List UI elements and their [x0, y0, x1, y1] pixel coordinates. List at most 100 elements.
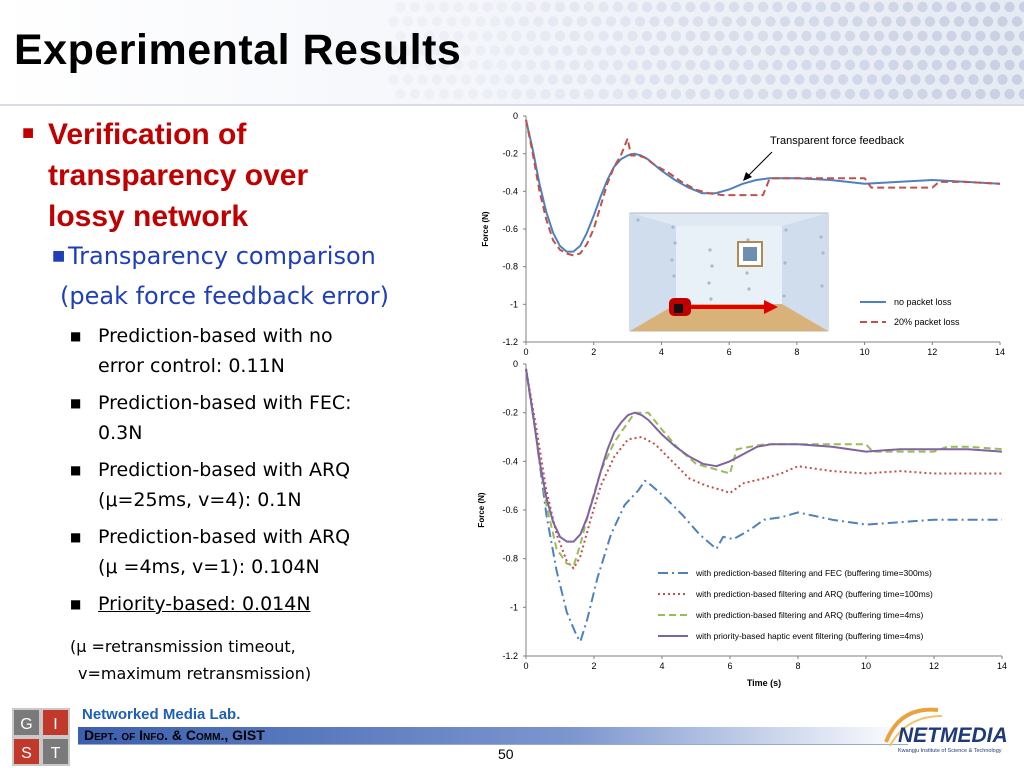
pattern-dot	[685, 59, 696, 71]
pattern-dot	[830, 88, 841, 100]
pattern-dot	[460, 16, 472, 27]
series-line	[525, 368, 1002, 570]
x-tick-label: 8	[795, 661, 800, 671]
pattern-dot	[960, 30, 972, 42]
list-item: ■ Prediction-based with no error control…	[70, 321, 472, 381]
legend-label: with prediction-based filtering and ARQ …	[695, 610, 923, 620]
pattern-dot	[924, 16, 936, 27]
pattern-dot	[844, 30, 856, 42]
bullet-main-line: transparency over	[48, 159, 309, 192]
wallpaper-dot	[747, 287, 751, 291]
pattern-dot	[409, 1, 421, 13]
pattern-dot	[453, 88, 464, 100]
list-item: ■ Prediction-based with FEC: 0.3N	[70, 388, 472, 448]
pattern-dot	[924, 45, 936, 56]
pattern-dot	[844, 59, 856, 71]
list-item-line: Prediction-based with no	[98, 325, 333, 347]
gist-logo: G I S T	[12, 708, 70, 766]
bullet-list: ■ Verification of transparency over loss…	[22, 114, 472, 687]
pattern-dot	[736, 74, 747, 85]
pattern-dot	[707, 16, 718, 27]
pattern-dot	[830, 1, 841, 13]
x-tick-label: 2	[591, 661, 596, 671]
pattern-dot	[982, 16, 994, 27]
footer-bar	[78, 727, 908, 744]
pattern-dot	[518, 74, 530, 85]
room-back-wall	[676, 226, 782, 304]
pattern-dot	[982, 45, 994, 56]
series-line	[525, 368, 1003, 567]
bullet-sub: ■ Transparency comparison	[52, 239, 472, 273]
pattern-dot	[569, 1, 580, 13]
pattern-dot	[504, 74, 515, 85]
pattern-dot	[395, 88, 406, 100]
pattern-dot	[881, 16, 892, 27]
pattern-dot	[852, 16, 863, 27]
pattern-dot	[989, 88, 1001, 100]
pattern-dot	[591, 74, 602, 85]
pattern-dot	[656, 88, 667, 100]
pattern-dot	[888, 59, 899, 71]
pattern-dot	[547, 45, 559, 56]
pattern-dot	[467, 1, 479, 13]
pattern-dot	[1018, 30, 1024, 42]
department-name: Dept. of Info. & Comm., GIST	[84, 727, 265, 743]
pattern-dot	[815, 88, 827, 100]
pattern-dot	[395, 59, 406, 71]
chart-comparison: 0 -0.2 -0.4 -0.6 -0.8 -1 -1.2 0 2 4 6 8 10 12 14 Force …	[477, 359, 1007, 688]
list-item-line: (μ =4ms, v=1): 0.104N	[98, 556, 320, 578]
pattern-dot	[518, 45, 530, 56]
pattern-dot	[1018, 59, 1024, 71]
pattern-dot	[895, 45, 907, 56]
pattern-dot	[598, 59, 609, 71]
pattern-dot	[953, 16, 965, 27]
pattern-dot	[801, 59, 812, 71]
pattern-dot	[649, 45, 660, 56]
pattern-dot	[634, 45, 646, 56]
wallpaper-dot	[782, 294, 786, 298]
pattern-dot	[431, 16, 443, 27]
pattern-dot	[388, 16, 399, 27]
pattern-dot	[757, 88, 769, 100]
pattern-dot	[649, 16, 660, 27]
pattern-dot	[830, 59, 841, 71]
pattern-dot	[902, 88, 914, 100]
pattern-dot	[540, 1, 551, 13]
pattern-dot	[968, 16, 979, 27]
pattern-dot	[424, 59, 435, 71]
pattern-dot	[728, 59, 740, 71]
pattern-dot	[533, 16, 544, 27]
pattern-dot	[801, 30, 812, 42]
pattern-dot	[402, 16, 414, 27]
square-bullet-icon: ■	[70, 530, 82, 544]
pattern-dot	[910, 16, 921, 27]
pattern-dot	[656, 30, 667, 42]
pattern-dot	[866, 74, 878, 85]
pattern-dot	[583, 30, 595, 42]
pattern-dot	[540, 30, 551, 42]
pattern-dot	[772, 88, 783, 100]
pattern-dot	[931, 59, 943, 71]
pattern-dot	[794, 45, 805, 56]
legend-label: with priority-based haptic event filteri…	[695, 631, 923, 641]
pattern-dot	[641, 59, 653, 71]
pattern-dot	[475, 16, 486, 27]
pattern-dot	[779, 16, 791, 27]
pattern-dot	[859, 30, 870, 42]
pattern-dot	[837, 74, 849, 85]
pattern-dot	[931, 88, 943, 100]
pattern-dot	[525, 59, 537, 71]
pattern-dot	[917, 88, 928, 100]
gist-letter: S	[21, 745, 32, 762]
parameter-note: v=maximum retransmission)	[78, 664, 312, 683]
pattern-dot	[627, 88, 638, 100]
list-item-line: Prediction-based with FEC:	[98, 392, 352, 414]
pattern-dot	[1011, 74, 1023, 85]
legend-label: with prediction-based filtering and ARQ …	[695, 589, 933, 599]
pattern-dot	[453, 30, 464, 42]
y-axis-label: Force (N)	[481, 211, 490, 246]
wallpaper-dot	[708, 248, 712, 252]
list-item-line: Prediction-based with ARQ	[98, 459, 351, 481]
pattern-dot	[982, 74, 994, 85]
pattern-dot	[939, 74, 950, 85]
